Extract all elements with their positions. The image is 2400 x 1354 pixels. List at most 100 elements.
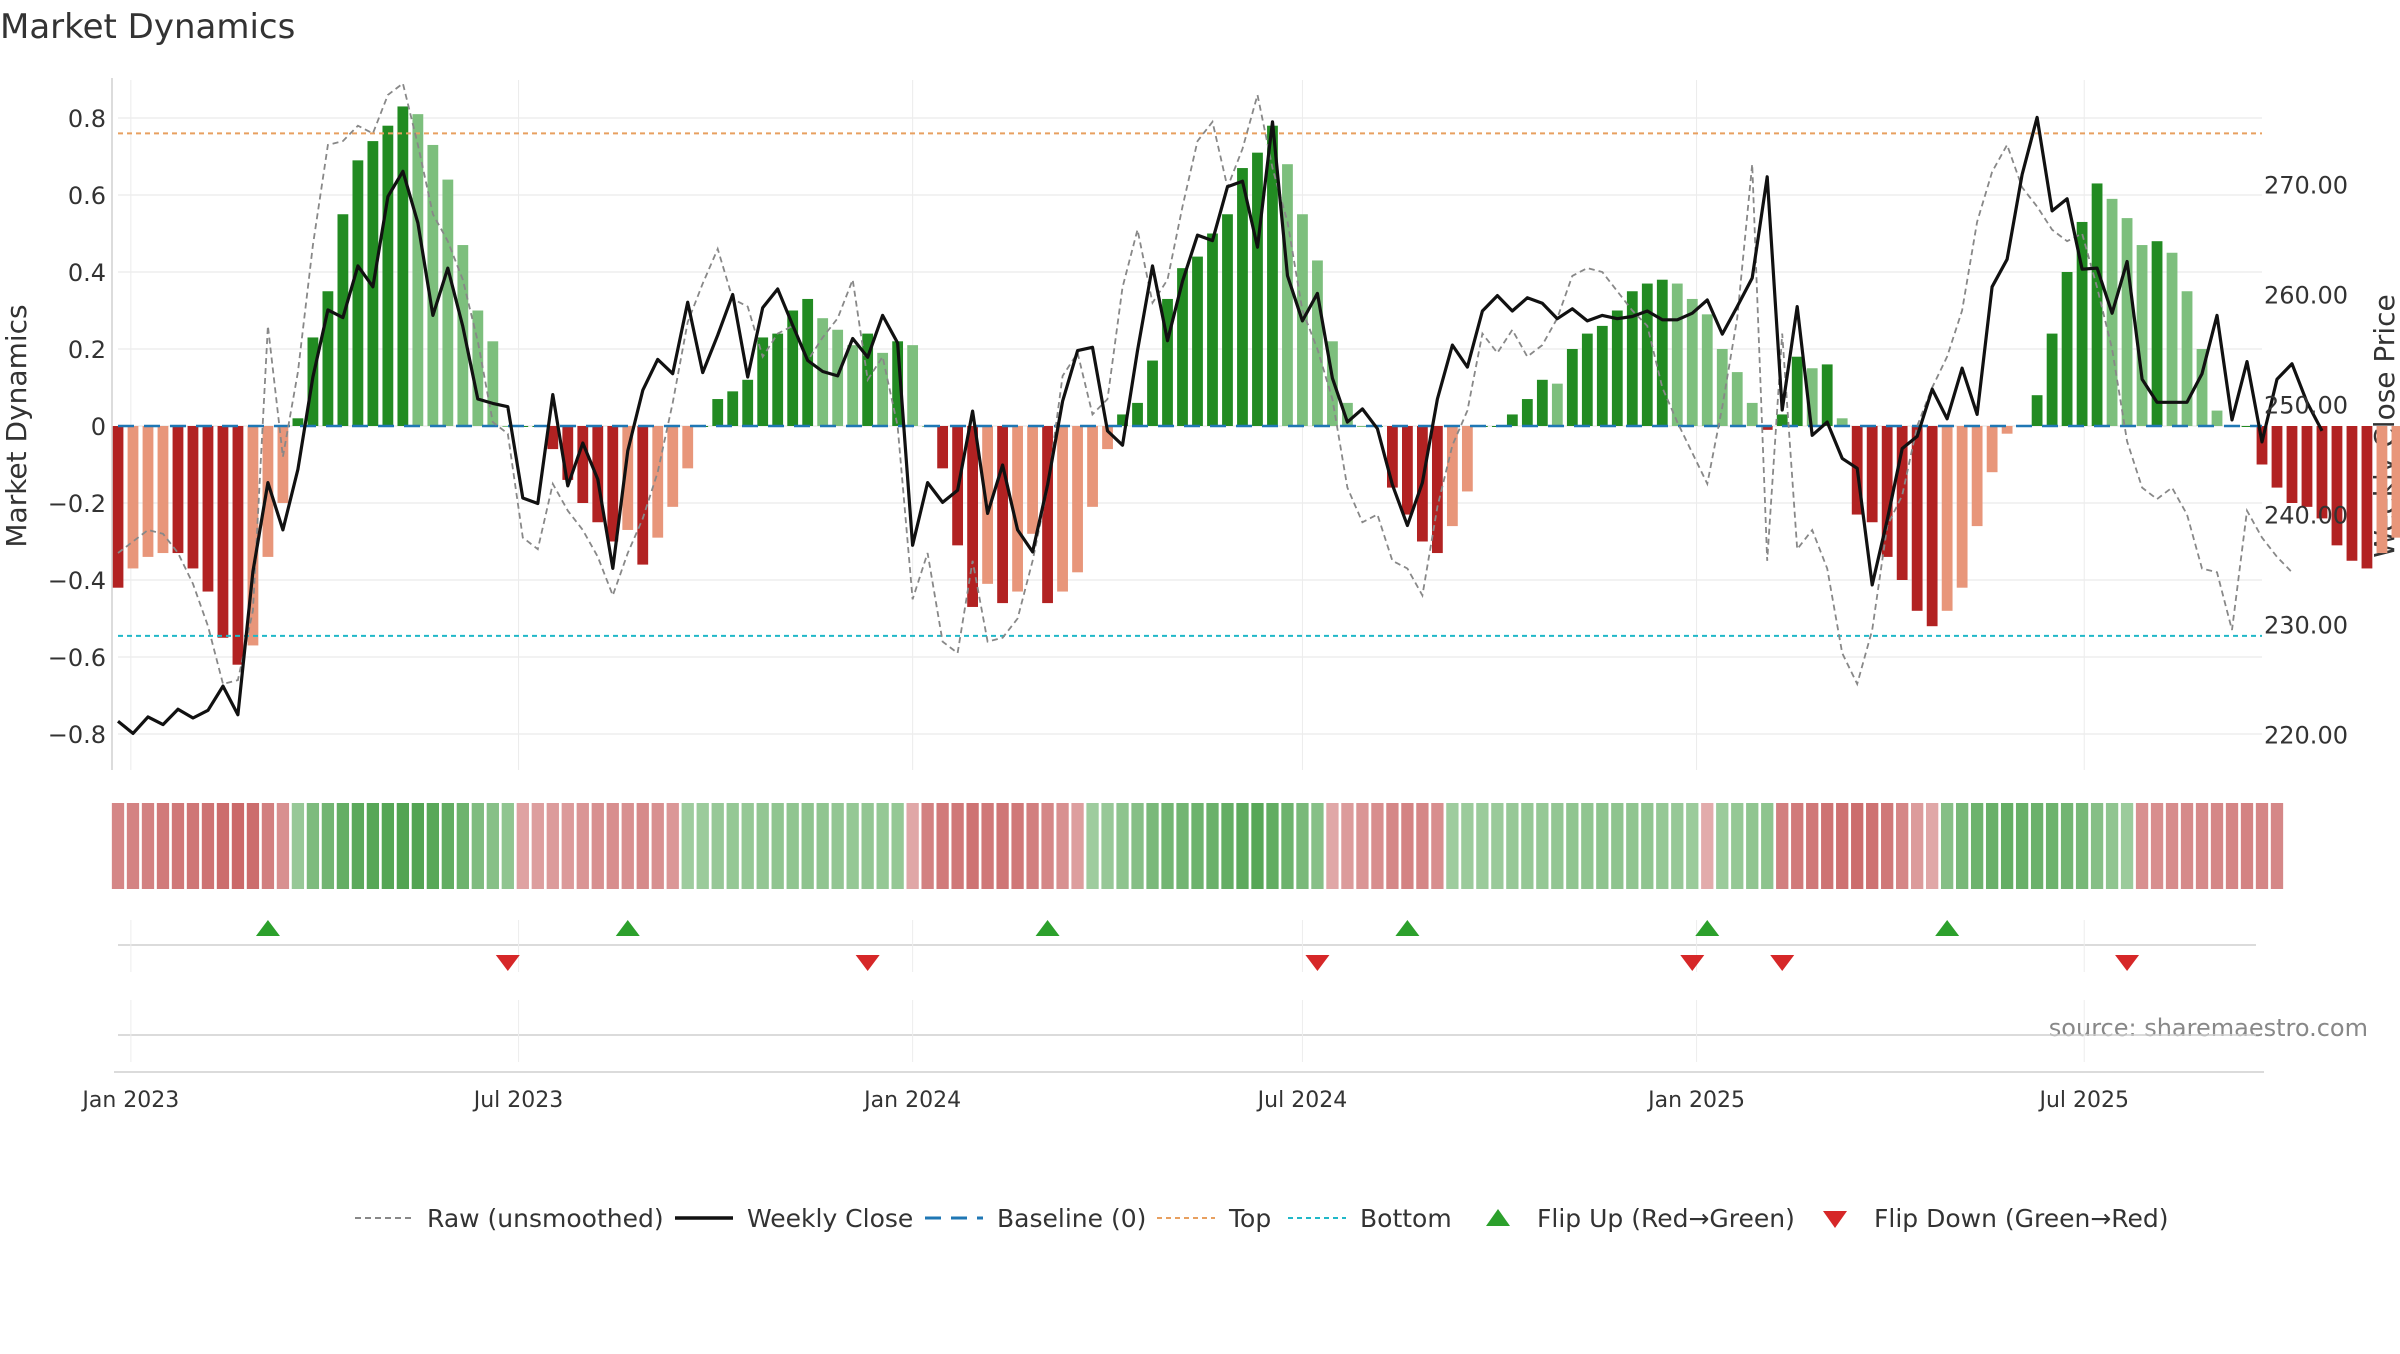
bar-mark — [1012, 426, 1023, 592]
regime-cell — [1431, 803, 1444, 889]
bar-mark — [397, 106, 409, 426]
bar-mark — [277, 426, 289, 503]
y-tick-label-right: 240.00 — [2264, 502, 2348, 530]
flip-up-marker — [1935, 920, 1960, 936]
regime-cell — [1056, 803, 1069, 889]
bar-mark — [2031, 395, 2043, 426]
regime-cell — [471, 803, 484, 889]
bar-mark — [907, 345, 919, 426]
regime-cell — [1101, 803, 1114, 889]
regime-cell — [1926, 803, 1939, 889]
bar-mark — [2076, 221, 2088, 426]
bar-mark — [2001, 426, 2013, 434]
legend-label: Bottom — [1360, 1204, 1452, 1233]
regime-cell — [636, 803, 649, 889]
regime-cell — [171, 803, 185, 889]
regime-cell — [1176, 803, 1189, 889]
regime-cell — [951, 803, 964, 889]
bar-mark — [757, 337, 769, 426]
regime-cell — [1896, 803, 1909, 889]
bar-mark — [1626, 291, 1638, 426]
flip-down-marker — [495, 955, 520, 971]
regime-cell — [606, 803, 619, 889]
bar-mark — [217, 426, 229, 638]
regime-cell — [786, 803, 799, 889]
regime-cell — [1461, 803, 1474, 889]
bar-mark — [352, 160, 364, 426]
regime-cell — [2240, 803, 2254, 889]
regime-cell — [126, 803, 140, 889]
legend-label: Flip Up (Red→Green) — [1537, 1204, 1795, 1233]
bar-mark — [1521, 399, 1533, 426]
regime-cell — [456, 803, 469, 889]
regime-cell — [1491, 803, 1504, 889]
regime-cell — [756, 803, 769, 889]
bar-mark — [2271, 426, 2283, 488]
bar-mark — [1042, 426, 1053, 604]
regime-cell — [396, 803, 410, 889]
regime-cell — [621, 803, 634, 889]
regime-cell — [1955, 803, 1969, 889]
source-label: source: sharemaestro.com — [2049, 1014, 2368, 1042]
bar-mark — [1956, 426, 1968, 588]
y-tick-label-left: 0.6 — [68, 182, 106, 210]
bar-mark — [1566, 349, 1578, 426]
bar-mark — [622, 426, 634, 530]
regime-cell — [711, 803, 724, 889]
regime-cell — [1911, 803, 1924, 889]
regime-cell — [1071, 803, 1084, 889]
regime-cell — [1881, 803, 1894, 889]
bar-mark — [1402, 426, 1413, 515]
regime-cell — [846, 803, 859, 889]
regime-cell — [726, 803, 739, 889]
x-tick-label: Jul 2024 — [1256, 1088, 1348, 1113]
regime-cell — [1131, 803, 1144, 889]
legend-label: Weekly Close — [747, 1204, 913, 1233]
bar-mark — [2211, 410, 2223, 426]
bar-mark — [2196, 349, 2208, 426]
bar-mark — [292, 418, 304, 426]
bar-mark — [1671, 283, 1683, 426]
regime-cell — [1985, 803, 1999, 889]
regime-cell — [576, 803, 589, 889]
regime-cell — [891, 803, 904, 889]
regime-cell — [831, 803, 844, 889]
regime-cell — [681, 803, 694, 889]
flip-markers-panel — [118, 920, 2256, 1062]
regime-cell — [1701, 803, 1714, 889]
regime-cell — [186, 803, 200, 889]
bar-mark — [1327, 341, 1338, 426]
bar-mark — [457, 245, 469, 426]
bar-mark — [967, 426, 978, 607]
regime-cell — [1821, 803, 1834, 889]
bar-mark — [1596, 325, 1608, 426]
regime-cell — [1236, 803, 1249, 889]
bar-mark — [2376, 426, 2388, 554]
bar-mark — [787, 310, 799, 426]
bar-mark — [382, 125, 394, 426]
regime-cell — [2060, 803, 2074, 889]
bar-mark — [1222, 214, 1233, 426]
bar-mark — [1207, 233, 1218, 426]
bar-mark — [772, 333, 784, 426]
bar-mark — [1926, 426, 1938, 627]
regime-cell — [486, 803, 499, 889]
regime-cell — [426, 803, 440, 889]
flip-down-marker — [1680, 955, 1705, 971]
regime-cell — [231, 803, 245, 889]
bar-mark — [157, 426, 169, 554]
regime-cell — [531, 803, 544, 889]
regime-cell — [1011, 803, 1024, 889]
legend-swatch-flip-up — [1486, 1209, 1510, 1226]
regime-cell — [741, 803, 754, 889]
regime-cell — [801, 803, 814, 889]
regime-cell — [1746, 803, 1759, 889]
legend-label: Top — [1228, 1204, 1271, 1233]
bar-mark — [832, 329, 844, 426]
bar-mark — [562, 426, 574, 480]
bar-mark — [1162, 298, 1173, 426]
bar-mark — [487, 341, 499, 426]
bar-mark — [1027, 426, 1038, 534]
regime-cell — [291, 803, 305, 889]
bar-mark — [2391, 426, 2400, 538]
